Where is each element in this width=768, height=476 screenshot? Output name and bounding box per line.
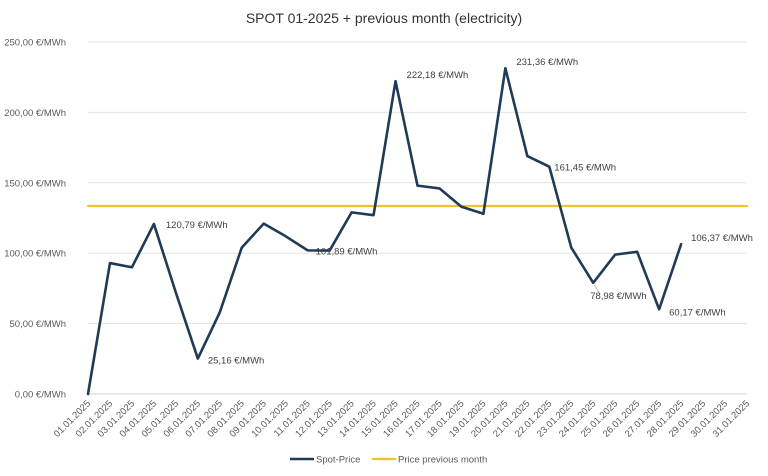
y-tick-label: 0,00 €/MWh — [15, 390, 66, 401]
data-label: 25,16 €/MWh — [208, 356, 264, 367]
gridlines — [88, 41, 747, 395]
data-label: 106,37 €/MWh — [691, 233, 753, 244]
chart-title: SPOT 01-2025 + previous month (electrici… — [246, 10, 522, 26]
data-labels: 120,79 €/MWh 25,16 €/MWh 101,89 €/MWh 222,1… — [166, 57, 753, 366]
series-lines — [86, 66, 749, 396]
annotation-leaders — [593, 284, 600, 294]
y-axis-tick-labels: 0,00 €/MWh 50,00 €/MWh 100,00 €/MWh 150,00 … — [4, 38, 66, 401]
y-tick-label: 100,00 €/MWh — [4, 249, 66, 260]
data-label: 120,79 €/MWh — [166, 220, 228, 231]
legend-label-spot-price: Spot-Price — [316, 455, 360, 466]
legend: Spot-Price Price previous month — [290, 455, 487, 466]
x-axis-tick-labels: 01.01.202502.01.202503.01.202504.01.2025… — [52, 398, 752, 439]
data-label: 60,17 €/MWh — [669, 307, 726, 318]
annotation-leader-line — [593, 284, 600, 294]
y-tick-label: 200,00 €/MWh — [4, 108, 66, 119]
data-label: 222,18 €/MWh — [407, 70, 469, 81]
series-line-spot-price — [86, 66, 683, 396]
y-tick-label: 150,00 €/MWh — [4, 178, 66, 189]
data-label: 78,98 €/MWh — [590, 291, 647, 302]
legend-label-previous-month: Price previous month — [398, 455, 487, 466]
data-label: 161,45 €/MWh — [554, 163, 616, 174]
data-label: 101,89 €/MWh — [316, 247, 378, 258]
y-tick-label: 50,00 €/MWh — [10, 319, 67, 330]
data-label: 231,36 €/MWh — [516, 57, 578, 68]
y-tick-label: 250,00 €/MWh — [4, 38, 66, 49]
